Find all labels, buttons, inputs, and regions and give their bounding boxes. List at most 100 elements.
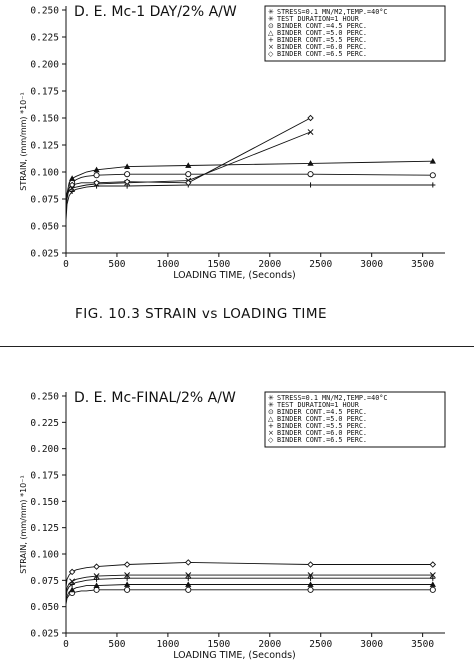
legend-symbol: ◇ (268, 50, 274, 58)
data-point (307, 114, 314, 122)
legend-symbol: + (268, 422, 274, 430)
data-point (124, 163, 131, 169)
x-tick-label: 1000 (156, 639, 179, 650)
y-tick-label: 0.200 (30, 444, 59, 455)
x-tick-label: 2500 (309, 639, 332, 650)
data-point (93, 582, 100, 588)
data-point (185, 162, 192, 168)
data-point (429, 581, 436, 587)
data-point (307, 182, 314, 188)
data-point (429, 586, 436, 593)
x-tick-label: 2000 (258, 259, 281, 270)
y-tick-label: 0.250 (30, 392, 59, 403)
data-point (429, 561, 437, 568)
x-tick-label: 1500 (207, 639, 230, 650)
y-tick-label: 0.075 (30, 576, 59, 587)
data-point (93, 166, 100, 173)
y-tick-label: 0.100 (30, 168, 59, 179)
series-line (65, 577, 433, 599)
data-point (185, 581, 192, 587)
legend-entry: BINDER CONT.=6.5 PERC. (277, 436, 367, 444)
series-line (65, 173, 433, 216)
legend-entry: BINDER CONT.=5.5 PERC. (277, 36, 367, 44)
data-point (93, 563, 100, 570)
legend-entry: BINDER CONT.=5.0 PERC. (277, 415, 367, 423)
y-tick-label: 0.075 (30, 195, 59, 206)
data-point (185, 575, 191, 581)
legend-symbol: ✳ (268, 15, 274, 23)
chart-title: D. E. Mc-1 DAY/2% A/W (74, 4, 237, 20)
x-axis-label: LOADING TIME, (Seconds) (173, 650, 296, 661)
data-point (124, 581, 131, 587)
legend-symbol: ✳ (268, 8, 274, 16)
data-point (307, 581, 314, 587)
y-tick-label: 0.150 (30, 497, 59, 508)
y-axis-label: STRAIN, (mm/mm) *10⁻¹ (19, 475, 28, 573)
x-tick-label: 0 (63, 639, 69, 650)
data-point (93, 179, 100, 187)
data-point (69, 586, 76, 593)
legend-entry: STRESS=0.1 MN/M2,TEMP.=40°C (277, 8, 388, 16)
y-tick-label: 0.100 (30, 550, 59, 561)
legend-entry: TEST DURATION=1 HOUR (277, 401, 360, 409)
chart-one-day: 0.025 0.050 0.075 0.100 0.125 0.150 0.175 0.200… (19, 4, 446, 280)
legend-symbol: ◇ (268, 436, 274, 444)
x-axis-label: LOADING TIME, (Seconds) (173, 270, 296, 280)
data-point (185, 559, 192, 566)
series-line (65, 584, 433, 603)
legend-symbol: + (268, 36, 274, 44)
data-point (93, 172, 100, 179)
y-tick-label: 0.250 (30, 6, 59, 17)
data-point (124, 171, 131, 178)
data-point (68, 181, 76, 189)
legend-symbol: ✳ (268, 394, 274, 402)
legend-entry: BINDER CONT.=6.5 PERC. (277, 50, 367, 58)
data-point (123, 178, 131, 185)
legend-entry: STRESS=0.1 MN/M2,TEMP.=40°C (277, 394, 388, 402)
x-tick-label: 1500 (207, 259, 230, 270)
x-tick-label: 2000 (258, 639, 281, 650)
data-point (430, 575, 436, 581)
data-point (69, 578, 76, 585)
data-point (429, 572, 436, 579)
y-tick-label: 0.125 (30, 141, 59, 152)
legend-symbol: ⊙ (268, 408, 274, 416)
data-point (124, 575, 130, 581)
legend-entry: BINDER CONT.=5.5 PERC. (277, 422, 367, 430)
y-tick-label: 0.175 (30, 471, 59, 482)
x-tick-label: 3500 (411, 639, 434, 650)
y-tick-label: 0.150 (30, 114, 59, 125)
y-tick-label: 0.050 (30, 602, 59, 613)
data-point (68, 568, 76, 576)
data-point (430, 182, 436, 188)
data-point (185, 572, 192, 579)
data-point (185, 171, 192, 178)
data-point (185, 179, 192, 187)
series-line (65, 561, 433, 588)
data-point (307, 129, 314, 135)
x-tick-label: 3000 (360, 259, 383, 270)
x-tick-label: 2500 (309, 259, 332, 270)
legend-symbol: ✳ (268, 401, 274, 409)
data-point (93, 573, 100, 580)
legend-symbol: ⊙ (268, 22, 274, 30)
y-tick-label: 0.025 (30, 629, 59, 640)
data-point (429, 157, 436, 164)
data-point (69, 175, 76, 181)
y-tick-label: 0.225 (30, 418, 59, 429)
data-point (69, 581, 75, 588)
legend-entry: BINDER CONT.=6.0 PERC. (277, 429, 367, 437)
figure-caption: FIG. 10.3 STRAIN vs LOADING TIME (75, 306, 328, 322)
y-axis-label: STRAIN, (mm/mm) *10⁻¹ (19, 92, 28, 190)
x-tick-label: 0 (63, 259, 69, 270)
chart-title: D. E. Mc-FINAL/2% A/W (74, 390, 236, 406)
legend-symbol: △ (268, 415, 274, 423)
x-tick-label: 3000 (360, 639, 383, 650)
legend-symbol: × (268, 43, 274, 51)
legend-entry: BINDER CONT.=4.5 PERC. (277, 22, 367, 30)
y-tick-label: 0.200 (30, 60, 59, 71)
data-point (307, 171, 314, 178)
data-point (307, 575, 314, 581)
series-line (65, 184, 433, 221)
y-tick-label: 0.125 (30, 523, 59, 534)
